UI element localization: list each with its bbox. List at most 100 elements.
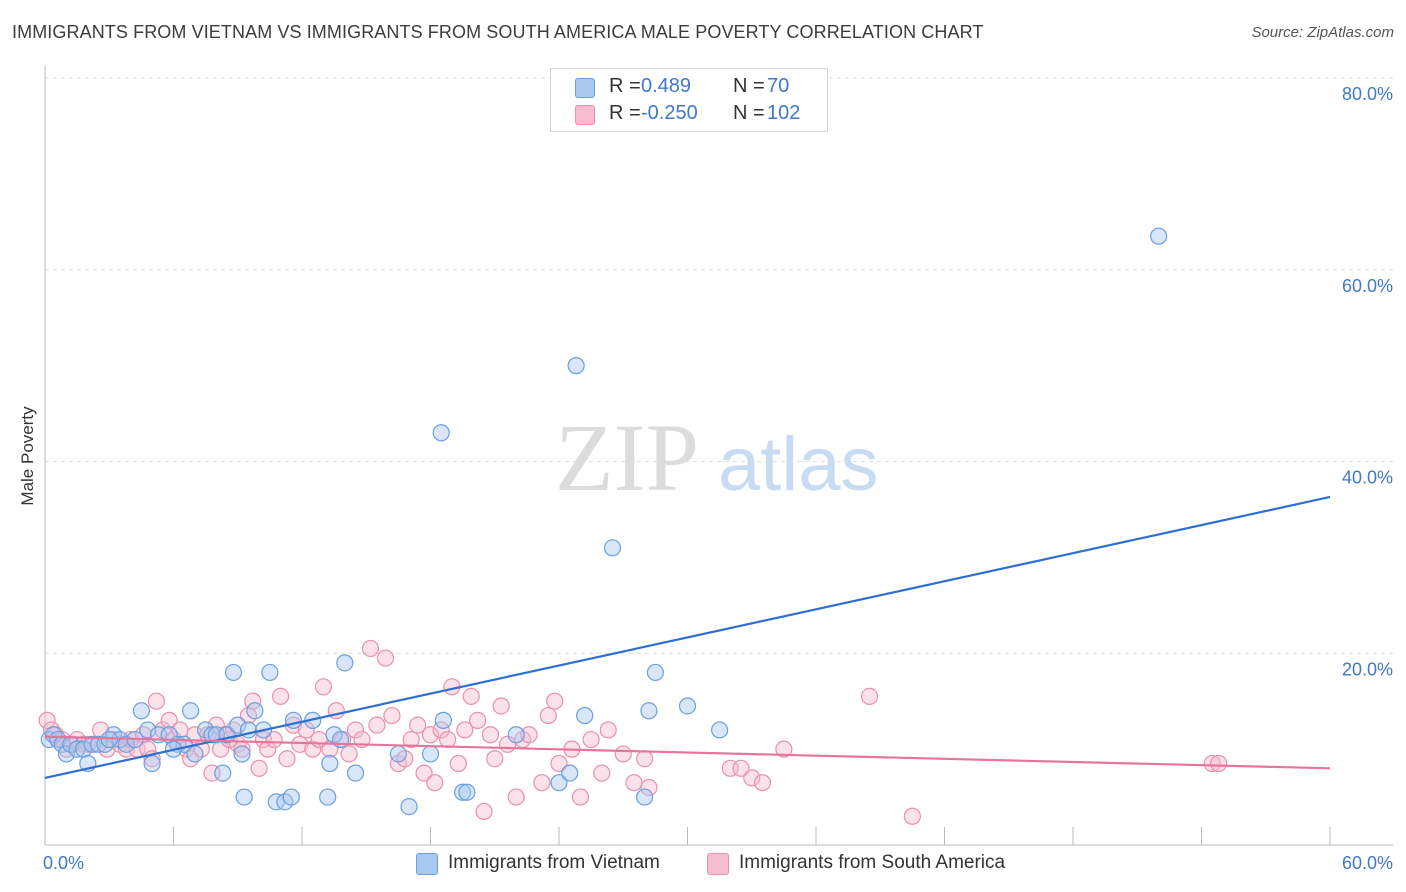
point-south-america [571,788,590,806]
point-south-america [1203,754,1221,773]
point-south-america [775,740,793,758]
watermark-zip: ZIP [555,404,699,511]
point-south-america [421,726,440,744]
legend-r-label: R = [609,75,641,97]
y-tick-label: 40.0% [1342,468,1393,488]
point-vietnam [434,711,452,729]
x-tick-label: 0.0% [43,853,84,873]
point-vietnam [319,788,337,806]
point-south-america [361,639,380,658]
point-south-america [304,740,322,758]
point-vietnam [400,798,418,816]
point-south-america [402,730,420,749]
point-vietnam [561,764,579,782]
point-south-america [207,716,225,734]
point-vietnam [550,774,568,792]
legend-n-value: 102 [767,102,801,124]
point-south-america [297,721,315,739]
gridlines [45,77,1393,654]
point-south-america [743,769,761,787]
point-vietnam [143,754,161,773]
point-south-america [346,721,365,739]
point-south-america [291,735,309,753]
point-south-america [539,706,557,725]
point-vietnam [603,539,622,557]
point-south-america [186,726,204,744]
point-vietnam [261,663,279,682]
legend-label-south-america: Immigrants from South America [739,852,1006,873]
point-south-america [486,750,504,768]
legend-r-label: R = [609,102,641,124]
point-south-america [376,649,395,667]
point-south-america [147,692,165,710]
point-south-america [469,711,487,729]
point-south-america [860,687,879,705]
point-south-america [533,774,551,792]
point-vietnam [246,702,264,720]
chart-title: IMMIGRANTS FROM VIETNAM VS IMMIGRANTS FR… [12,22,984,42]
trend-lines [44,495,1331,779]
point-vietnam [1150,227,1168,245]
point-south-america [38,711,56,729]
point-vietnam [432,424,450,442]
point-south-america [278,750,296,768]
point-south-america [599,721,617,739]
legend-swatch-vietnam [416,853,438,875]
point-south-america [456,721,474,739]
point-vietnam [636,788,654,806]
point-vietnam [235,788,253,806]
point-south-america [383,706,401,725]
legend-label-vietnam: Immigrants from Vietnam [448,852,660,873]
point-vietnam [678,697,697,715]
point-south-america [475,802,493,821]
point-south-america [271,687,290,705]
point-vietnam [711,721,729,739]
point-vietnam [321,754,339,773]
correlation-legend: R = 0.489 N = 70 R = -0.250 N = 102 [550,68,828,132]
watermark: ZIP atlas [555,404,879,511]
point-south-america [546,692,564,710]
tick-labels: 20.0% 40.0% 60.0% 80.0% 0.0% 60.0% [43,84,1393,873]
legend-r-value: -0.250 [641,102,698,124]
axes [44,66,1393,846]
point-vietnam [421,745,440,763]
point-vietnam [139,721,157,739]
point-south-america [415,764,433,782]
point-vietnam [132,702,150,720]
point-vietnam [640,702,658,720]
point-vietnam [117,735,135,753]
legend-n-label: N = [733,75,765,97]
point-vietnam [233,745,251,763]
watermark-atlas: atlas [718,422,879,507]
legend-n-label: N = [733,102,765,124]
point-vietnam [224,663,243,682]
legend-swatch-south-america [575,105,595,125]
point-vietnam [57,745,76,763]
point-south-america [550,754,568,773]
point-south-america [340,745,358,763]
legend-r-value: 0.489 [641,75,692,97]
point-south-america [250,759,268,777]
y-tick-label: 20.0% [1342,659,1393,679]
point-vietnam [83,735,101,753]
point-south-america [903,807,921,825]
point-south-america [160,711,178,729]
point-south-america [520,726,538,744]
point-south-america [481,726,500,744]
point-south-america [462,687,480,705]
point-south-america [753,774,772,792]
point-south-america [582,730,600,749]
point-south-america [636,750,654,768]
point-vietnam [507,726,525,744]
source-label: Source: ZipAtlas.com [1251,24,1394,41]
point-south-america [426,774,444,792]
y-tick-label: 60.0% [1342,276,1393,296]
point-vietnam [389,745,407,763]
legend-n-value: 70 [767,75,790,97]
point-south-america [265,730,283,749]
point-vietnam [576,706,594,725]
point-vietnam [214,764,232,782]
point-south-america [439,730,457,749]
point-vietnam [229,716,247,734]
